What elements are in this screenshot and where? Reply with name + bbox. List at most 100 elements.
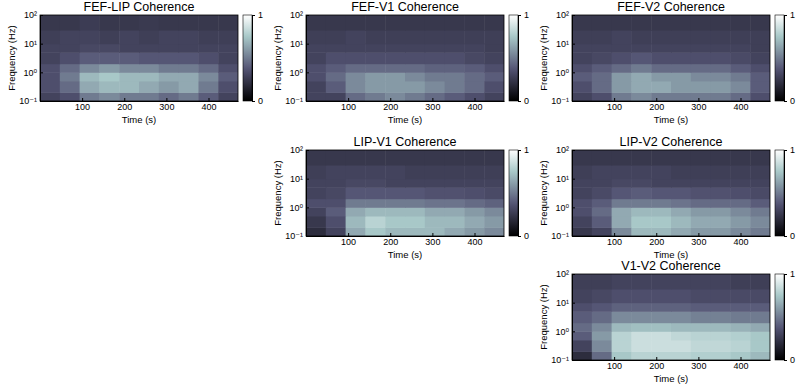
y-tick-label: 10⁻¹ bbox=[551, 231, 569, 241]
x-tick-label: 100 bbox=[607, 237, 622, 247]
heatmap-cell bbox=[730, 92, 750, 101]
colorbar-axis: 01 bbox=[784, 10, 795, 106]
heatmap-cell bbox=[445, 64, 465, 73]
heatmap-cell bbox=[631, 72, 651, 81]
y-tick-mark bbox=[572, 15, 575, 16]
y-axis: 10⁻¹10⁰10¹10² bbox=[551, 145, 575, 241]
heatmap-cell bbox=[445, 52, 465, 64]
heatmap-cell bbox=[730, 30, 750, 44]
heatmap-cell bbox=[631, 52, 651, 64]
heatmap-cell bbox=[711, 64, 731, 73]
heatmap-cell bbox=[484, 207, 504, 216]
heatmap-cell bbox=[346, 150, 366, 165]
heatmap-cell bbox=[711, 92, 731, 101]
y-tick-label: 10² bbox=[290, 145, 303, 155]
heatmap-cell bbox=[592, 44, 612, 53]
heatmap-cell bbox=[445, 150, 465, 165]
heatmap-cell bbox=[119, 81, 139, 93]
heatmap-cell bbox=[711, 289, 731, 303]
heatmap-cell bbox=[60, 64, 80, 73]
y-tick-label: 10⁻¹ bbox=[19, 96, 37, 106]
y-tick: 10⁰ bbox=[289, 203, 309, 213]
heatmap-cell bbox=[425, 52, 445, 64]
heatmap-cell bbox=[572, 289, 592, 303]
colorbar-tick-mark bbox=[518, 150, 521, 151]
heatmap-cell bbox=[464, 187, 484, 199]
x-tick: 100 bbox=[341, 98, 356, 112]
heatmap-cell bbox=[484, 227, 504, 236]
x-tick-label: 400 bbox=[201, 102, 216, 112]
heatmap-cell bbox=[464, 72, 484, 81]
heatmap-cell bbox=[592, 150, 612, 165]
x-tick-label: 300 bbox=[691, 361, 706, 371]
heatmap-cell bbox=[691, 331, 711, 340]
heatmap-cell bbox=[711, 351, 731, 360]
heatmap-cell bbox=[198, 72, 218, 81]
heatmap-cell bbox=[612, 274, 632, 289]
heatmap-cell bbox=[612, 323, 632, 332]
y-axis: 10⁻¹10⁰10¹10² bbox=[285, 10, 309, 106]
heatmap-cell bbox=[80, 81, 100, 93]
heatmap-cell bbox=[750, 52, 770, 64]
y-tick-label: 10¹ bbox=[556, 39, 569, 49]
heatmap-cell bbox=[631, 199, 651, 208]
heatmap-cell bbox=[484, 179, 504, 188]
heatmap-cell bbox=[464, 92, 484, 101]
heatmap-cell bbox=[385, 199, 405, 208]
heatmap-cell bbox=[218, 44, 238, 53]
colorbar-tick: 1 bbox=[518, 145, 529, 155]
x-axis: 100200300400 bbox=[41, 98, 239, 112]
x-tick-label: 400 bbox=[467, 102, 482, 112]
colorbar-tick: 0 bbox=[784, 231, 795, 241]
heatmap-cell bbox=[592, 72, 612, 81]
heatmap-cell bbox=[365, 207, 385, 216]
heatmap-cell bbox=[691, 72, 711, 81]
heatmap-cell bbox=[612, 30, 632, 44]
colorbar-axis-line bbox=[784, 151, 785, 237]
y-tick-mark bbox=[306, 101, 309, 102]
colorbar-gradient bbox=[775, 274, 784, 360]
x-tick-label: 200 bbox=[649, 237, 664, 247]
colorbar-tick-label: 1 bbox=[524, 145, 529, 155]
heatmap-cell bbox=[750, 179, 770, 188]
heatmap-cell bbox=[365, 81, 385, 93]
x-tick: 200 bbox=[649, 357, 664, 371]
heatmap-cell bbox=[572, 216, 592, 228]
heatmap-cell bbox=[326, 81, 346, 93]
heatmap-cell bbox=[385, 187, 405, 199]
y-axis-line bbox=[572, 275, 573, 361]
colorbar: 01 bbox=[509, 145, 529, 241]
heatmap-cell bbox=[385, 165, 405, 179]
x-tick: 300 bbox=[425, 233, 440, 247]
y-tick-mark bbox=[40, 44, 43, 45]
heatmap-cell bbox=[651, 150, 671, 165]
colorbar-tick: 1 bbox=[252, 10, 263, 20]
heatmap-cell bbox=[119, 30, 139, 44]
colorbar-tick-mark bbox=[784, 360, 787, 361]
heatmap-cell bbox=[572, 30, 592, 44]
heatmap-cell bbox=[612, 289, 632, 303]
heatmap-cell bbox=[671, 30, 691, 44]
heatmap-cell bbox=[306, 207, 326, 216]
heatmap-cell bbox=[464, 199, 484, 208]
heatmap-cells bbox=[306, 150, 504, 236]
heatmap-cell bbox=[572, 15, 592, 30]
y-tick-label: 10¹ bbox=[556, 174, 569, 184]
heatmap-cell bbox=[306, 187, 326, 199]
plot-frame bbox=[572, 274, 770, 360]
heatmap-cell bbox=[750, 44, 770, 53]
y-axis-title: Frequency (Hz) bbox=[538, 25, 549, 90]
heatmap-cells bbox=[40, 15, 238, 101]
heatmap-cell bbox=[750, 227, 770, 236]
heatmap-cell bbox=[711, 15, 731, 30]
heatmap-cell bbox=[671, 44, 691, 53]
colorbar-tick: 1 bbox=[784, 269, 795, 279]
heatmap-cell bbox=[346, 64, 366, 73]
heatmap-cell bbox=[326, 44, 346, 53]
heatmap-cell bbox=[326, 52, 346, 64]
y-tick: 10¹ bbox=[556, 174, 575, 184]
x-tick-mark bbox=[614, 98, 615, 101]
heatmap-cell bbox=[159, 72, 179, 81]
heatmap-cell bbox=[346, 30, 366, 44]
x-tick-mark bbox=[348, 98, 349, 101]
